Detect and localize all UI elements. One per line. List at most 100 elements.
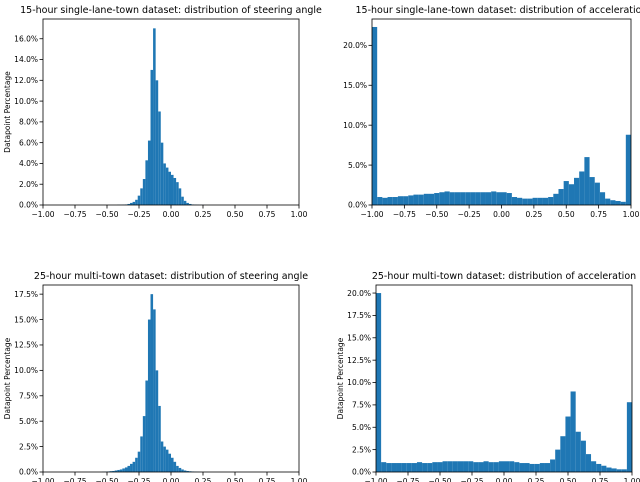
histogram-bar (418, 194, 424, 205)
histogram-bar (112, 470, 115, 472)
chart-title: 15-hour single-lane-town dataset: distri… (20, 5, 322, 16)
histogram-bar (147, 319, 151, 472)
histogram-bar (449, 192, 455, 205)
histogram-bar (153, 309, 156, 472)
histogram-bar (176, 182, 179, 205)
histogram-bar (178, 467, 182, 472)
histogram-bar (555, 449, 561, 472)
histogram-bar (599, 192, 606, 205)
histogram-bar (140, 436, 143, 472)
histogram-bar (413, 194, 419, 205)
bars (117, 28, 205, 205)
histogram-bar (575, 431, 581, 472)
histogram-bar (485, 192, 492, 205)
histogram-bar (145, 380, 148, 472)
histogram-bar (183, 470, 187, 472)
y-tick-label: 15.0% (14, 315, 38, 324)
histogram-bar (570, 391, 576, 472)
histogram-bar (519, 463, 525, 472)
x-tick-label: 0.25 (195, 210, 212, 219)
histogram-bar (625, 134, 631, 205)
y-tick-label: 10.0% (343, 121, 367, 130)
histogram-bar (377, 197, 383, 205)
histogram-bar (517, 197, 523, 205)
histogram-bar (568, 184, 575, 205)
x-tick-label: 1.00 (291, 477, 308, 482)
histogram-bar (532, 197, 538, 205)
histogram-bar (524, 463, 530, 472)
histogram-bar (109, 471, 113, 472)
histogram-bar (584, 157, 590, 205)
histogram-bar (488, 462, 494, 472)
histogram-bar (186, 202, 189, 205)
histogram-bar (558, 189, 564, 205)
y-tick-label: 0.0% (348, 201, 367, 210)
histogram-bar (173, 177, 177, 205)
histogram-bar (454, 192, 461, 205)
histogram-bar (117, 469, 120, 472)
histogram-bar (475, 192, 481, 205)
histogram-bar (585, 454, 592, 472)
x-tick-label: 1.00 (291, 210, 308, 219)
histogram-bar (534, 463, 540, 472)
histogram-bar (382, 197, 388, 205)
bars (101, 294, 202, 472)
histogram-bar (165, 449, 169, 472)
x-tick-label: 0.25 (526, 210, 543, 219)
y-tick-label: 2.5% (352, 445, 371, 454)
x-tick-label: −1.00 (32, 210, 55, 219)
chart-panel-2: −1.00 −0.75 −0.50 −0.25 0.00 0.25 0.50 0.75 1.00… (343, 5, 640, 219)
histogram-bar (498, 461, 504, 472)
x-tick-label: 0.50 (227, 210, 244, 219)
histogram-bar (596, 463, 602, 472)
histogram-bar (610, 200, 616, 205)
histogram-bar (178, 188, 182, 205)
y-tick-label: 0.0% (352, 468, 371, 477)
histogram-bar (168, 453, 171, 472)
bars (372, 26, 631, 206)
histogram-bar (616, 469, 622, 472)
histogram-bar (548, 197, 554, 205)
histogram-bar (397, 196, 404, 205)
y-tick-label: 7.5% (352, 401, 371, 410)
x-tick-label: 0.50 (560, 477, 577, 482)
histogram-bar (127, 203, 131, 205)
chart-title: 25-hour multi-town dataset: distribution… (372, 271, 636, 282)
histogram-bar (142, 416, 146, 472)
y-axis-label: Datapoint Percentage (3, 71, 12, 153)
histogram-bar (444, 191, 450, 205)
histogram-bar (147, 140, 151, 205)
histogram-bar (376, 293, 382, 472)
x-tick-label: 0.75 (259, 477, 276, 482)
histogram-bar (501, 192, 507, 205)
histogram-bar (127, 465, 131, 472)
histogram-bar (480, 192, 486, 205)
histogram-bar (150, 294, 154, 472)
x-tick-label: 0.50 (227, 477, 244, 482)
y-tick-label: 10.0% (347, 378, 371, 387)
y-tick-label: 17.5% (347, 311, 371, 320)
histogram-bar (181, 196, 184, 205)
histogram-bar (428, 193, 435, 205)
histogram-bar (403, 196, 409, 205)
chart-title: 15-hour single-lane-town dataset: distri… (356, 5, 640, 16)
histogram-bar (163, 163, 166, 205)
histogram-bar (408, 195, 414, 205)
histogram-bar (580, 440, 586, 472)
histogram-bar (135, 457, 138, 472)
chart-panel-3: −1.00 −0.75 −0.50 −0.25 0.00 0.25 0.50 0.75 1.00… (3, 271, 308, 482)
y-tick-label: 2.5% (19, 442, 38, 451)
histogram-bar (188, 203, 192, 205)
histogram-bar (130, 463, 133, 472)
histogram-bar (137, 195, 141, 205)
histogram-bar (606, 467, 612, 472)
histogram-bar (579, 171, 585, 205)
histogram-bar (527, 198, 533, 205)
x-tick-label: −1.00 (365, 477, 388, 482)
histogram-bar (130, 202, 133, 205)
histogram-bar (452, 461, 458, 472)
y-tick-label: 7.5% (19, 391, 38, 400)
y-tick-label: 0.0% (19, 201, 38, 210)
y-tick-label: 12.0% (14, 76, 38, 85)
y-tick-label: 8.0% (19, 118, 38, 127)
